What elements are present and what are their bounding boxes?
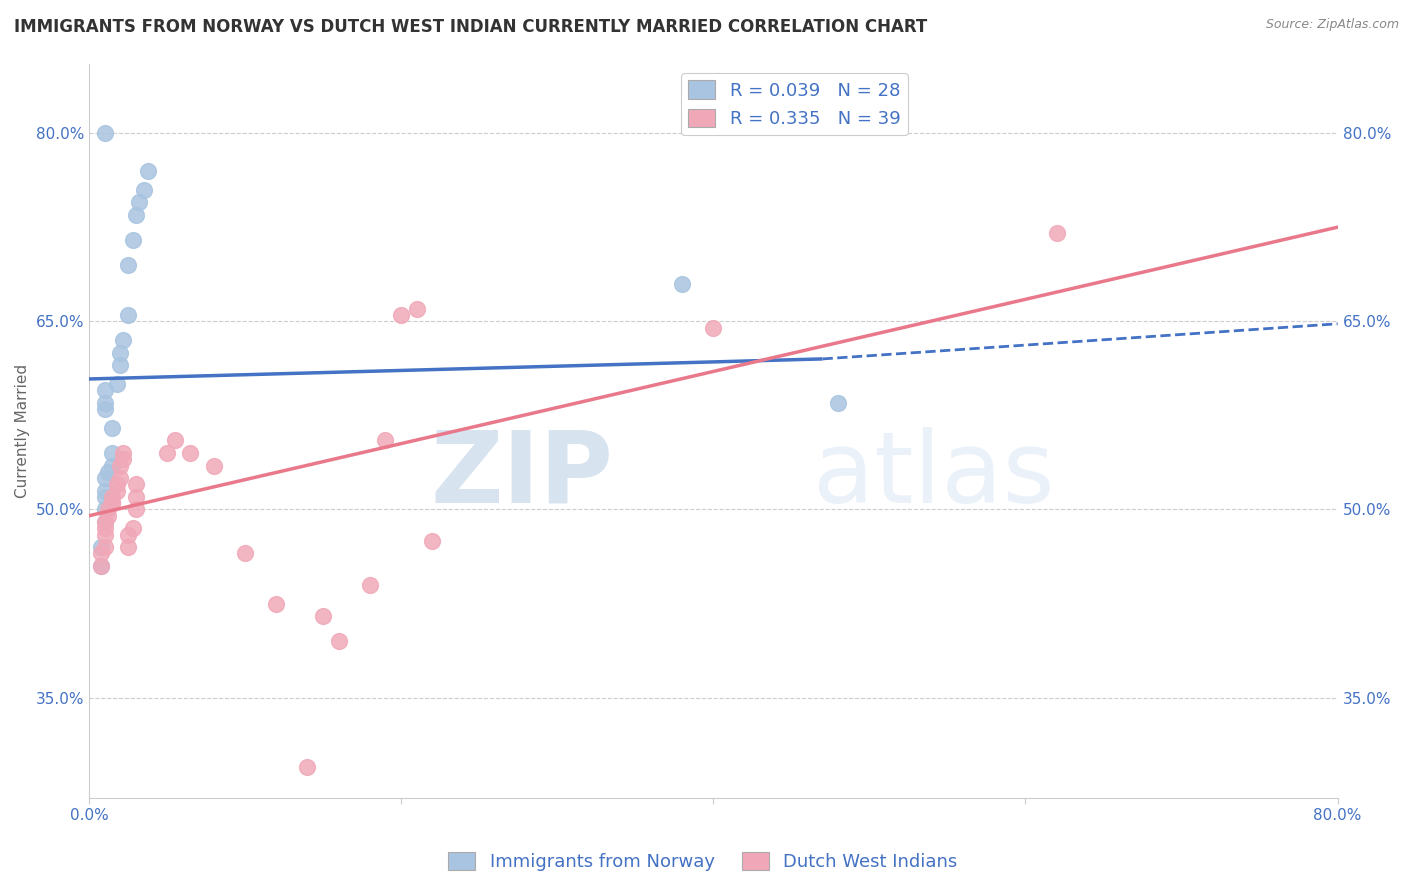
Point xyxy=(93,483,115,498)
Point xyxy=(374,434,396,448)
Point xyxy=(420,533,443,548)
Point xyxy=(405,301,427,316)
Point xyxy=(125,208,148,222)
Point xyxy=(101,490,124,504)
Point xyxy=(90,558,112,573)
Text: atlas: atlas xyxy=(813,426,1054,524)
Point xyxy=(105,377,128,392)
Point xyxy=(108,471,131,485)
Legend: Immigrants from Norway, Dutch West Indians: Immigrants from Norway, Dutch West India… xyxy=(441,845,965,879)
Point xyxy=(93,527,115,541)
Point xyxy=(125,490,148,504)
Point xyxy=(117,308,139,322)
Point xyxy=(105,483,128,498)
Point xyxy=(90,558,112,573)
Point xyxy=(112,333,135,347)
Point xyxy=(297,760,319,774)
Point xyxy=(101,496,124,510)
Point xyxy=(93,502,115,516)
Point xyxy=(179,446,201,460)
Point xyxy=(117,540,139,554)
Point xyxy=(128,195,150,210)
Point xyxy=(112,446,135,460)
Point xyxy=(93,490,115,504)
Point xyxy=(93,515,115,529)
Point xyxy=(108,345,131,359)
Point xyxy=(108,358,131,372)
Point xyxy=(90,540,112,554)
Point xyxy=(93,515,115,529)
Point xyxy=(105,477,128,491)
Point xyxy=(202,458,225,473)
Point xyxy=(136,163,159,178)
Point xyxy=(90,546,112,560)
Point xyxy=(121,233,143,247)
Point xyxy=(101,458,124,473)
Point xyxy=(93,540,115,554)
Point xyxy=(156,446,179,460)
Point xyxy=(125,477,148,491)
Point xyxy=(117,527,139,541)
Point xyxy=(312,609,335,624)
Point xyxy=(97,508,120,523)
Point xyxy=(132,182,155,196)
Point xyxy=(112,452,135,467)
Point xyxy=(108,458,131,473)
Point xyxy=(671,277,693,291)
Point xyxy=(264,597,287,611)
Point xyxy=(97,465,120,479)
Text: Source: ZipAtlas.com: Source: ZipAtlas.com xyxy=(1265,18,1399,31)
Point xyxy=(233,546,256,560)
Point xyxy=(101,421,124,435)
Text: ZIP: ZIP xyxy=(430,426,613,524)
Legend: R = 0.039   N = 28, R = 0.335   N = 39: R = 0.039 N = 28, R = 0.335 N = 39 xyxy=(681,73,908,136)
Point xyxy=(93,521,115,535)
Point xyxy=(93,471,115,485)
Point xyxy=(101,496,124,510)
Point xyxy=(389,308,412,322)
Point xyxy=(117,258,139,272)
Point xyxy=(163,434,186,448)
Point xyxy=(359,578,381,592)
Point xyxy=(97,502,120,516)
Point xyxy=(101,446,124,460)
Point xyxy=(328,634,350,648)
Y-axis label: Currently Married: Currently Married xyxy=(15,364,30,498)
Point xyxy=(93,396,115,410)
Point xyxy=(125,502,148,516)
Point xyxy=(1046,227,1069,241)
Point xyxy=(702,320,724,334)
Point xyxy=(93,126,115,140)
Point xyxy=(93,402,115,417)
Point xyxy=(121,521,143,535)
Text: IMMIGRANTS FROM NORWAY VS DUTCH WEST INDIAN CURRENTLY MARRIED CORRELATION CHART: IMMIGRANTS FROM NORWAY VS DUTCH WEST IND… xyxy=(14,18,928,36)
Point xyxy=(93,384,115,398)
Point xyxy=(827,396,849,410)
